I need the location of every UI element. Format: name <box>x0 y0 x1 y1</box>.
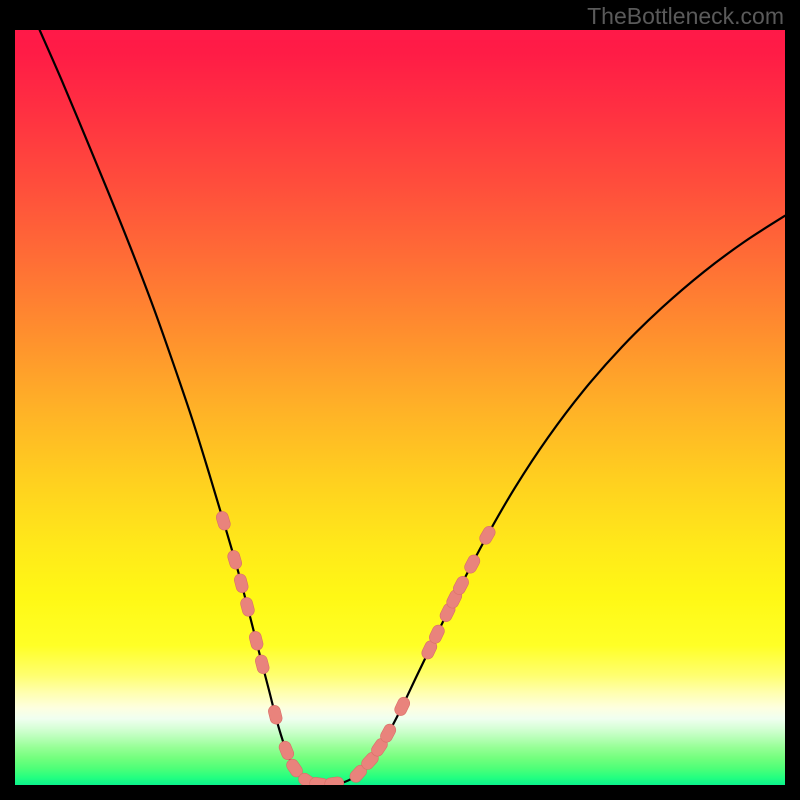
watermark-text: TheBottleneck.com <box>587 3 784 30</box>
plot-background <box>15 30 785 785</box>
bottleneck-chart <box>0 0 800 800</box>
chart-frame: TheBottleneck.com <box>0 0 800 800</box>
